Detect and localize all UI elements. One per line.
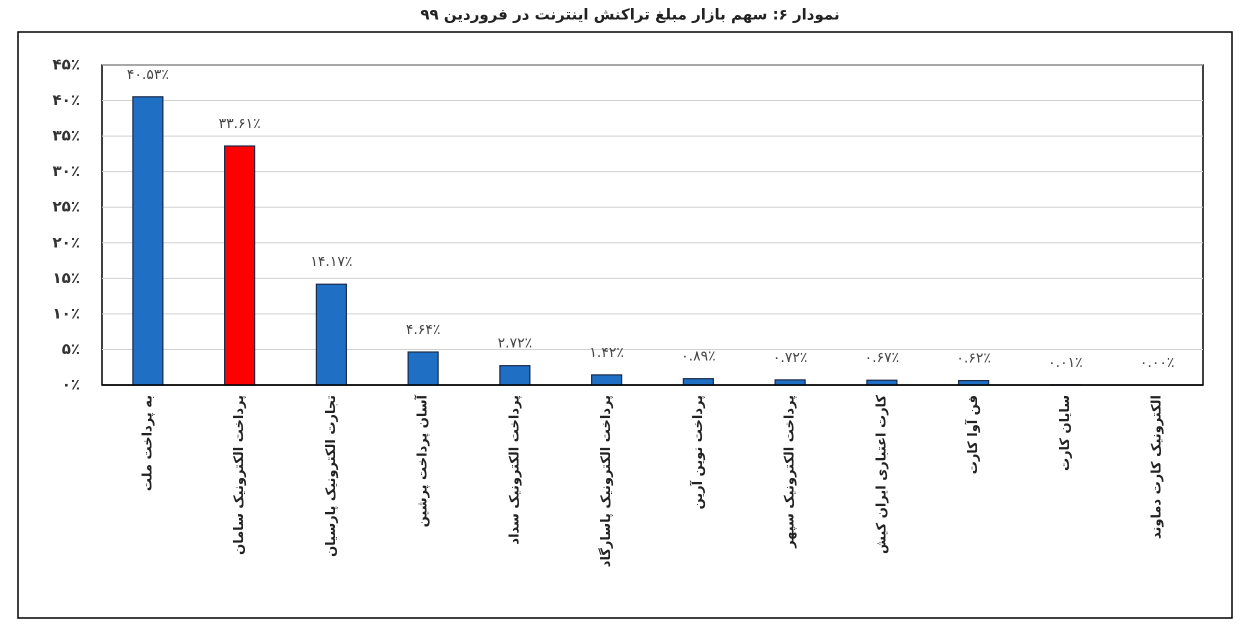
- value-label: ۲.۷۲٪: [498, 336, 533, 352]
- bar: [315, 283, 347, 386]
- bar: [774, 379, 806, 386]
- x-tick-label: آسان پرداخت پرشین: [414, 394, 431, 527]
- value-label: ۰.۷۲٪: [773, 350, 808, 366]
- value-label: ۱۴.۱۷٪: [310, 254, 352, 270]
- value-label: ۰.۶۷٪: [865, 350, 900, 366]
- bar: [407, 351, 439, 386]
- y-tick-label: ۵٪: [62, 340, 80, 358]
- x-tick-label: پرداخت نوین آرین: [689, 395, 706, 509]
- plot-area: [101, 64, 1204, 386]
- x-tick-label: پرداخت الکترونیک سپهر: [783, 395, 798, 549]
- value-label: ۴۰.۵۳٪: [127, 67, 169, 83]
- x-tick-label: پرداخت الکترونیک سداد: [507, 395, 522, 545]
- value-label: ۱.۴۲٪: [589, 345, 624, 361]
- x-tick-label: کارت اعتباری ایران کیش: [874, 395, 889, 554]
- value-label: ۰.۰۰٪: [1140, 355, 1175, 371]
- x-tick-label: پرداخت الکترونیک سامان: [232, 395, 247, 555]
- bar: [499, 365, 531, 386]
- y-tick-label: ۲۵٪: [53, 198, 80, 216]
- y-tick-label: ۲۰٪: [53, 233, 80, 251]
- y-tick-label: ۳۰٪: [53, 162, 80, 180]
- chart-title: نمودار ۶: سهم بازار مبلغ تراکنش اینترنت …: [420, 6, 839, 24]
- bar: [682, 378, 714, 386]
- value-label: ۳۳.۶۱٪: [219, 116, 261, 132]
- x-tick-label: به پرداخت ملت: [140, 395, 155, 491]
- x-tick-label: فن آوا کارت: [964, 395, 981, 474]
- value-label: ۰.۶۲٪: [956, 351, 991, 367]
- value-label: ۰.۸۹٪: [681, 349, 716, 365]
- x-tick-label: سایان کارت: [1058, 395, 1073, 471]
- bar: [591, 374, 623, 386]
- y-tick-label: ۳۵٪: [53, 127, 80, 145]
- x-tick-label: تجارت الکترونیک پارسیان: [324, 395, 339, 557]
- y-tick-label: ۱۵٪: [53, 269, 80, 287]
- bar: [224, 145, 256, 386]
- x-tick-label: الکترونیک کارت دماوند: [1150, 395, 1165, 539]
- value-label: ۰.۰۱٪: [1048, 355, 1083, 371]
- value-label: ۴.۶۴٪: [406, 322, 441, 338]
- chart-frame: [17, 31, 1233, 619]
- bar: [132, 96, 164, 386]
- y-tick-label: ۰٪: [62, 376, 80, 394]
- y-tick-label: ۴۰٪: [53, 91, 80, 109]
- y-tick-label: ۴۵٪: [53, 56, 80, 74]
- y-tick-label: ۱۰٪: [53, 304, 80, 322]
- x-tick-label: پرداخت الکترونیک پاسارگاد: [598, 395, 614, 567]
